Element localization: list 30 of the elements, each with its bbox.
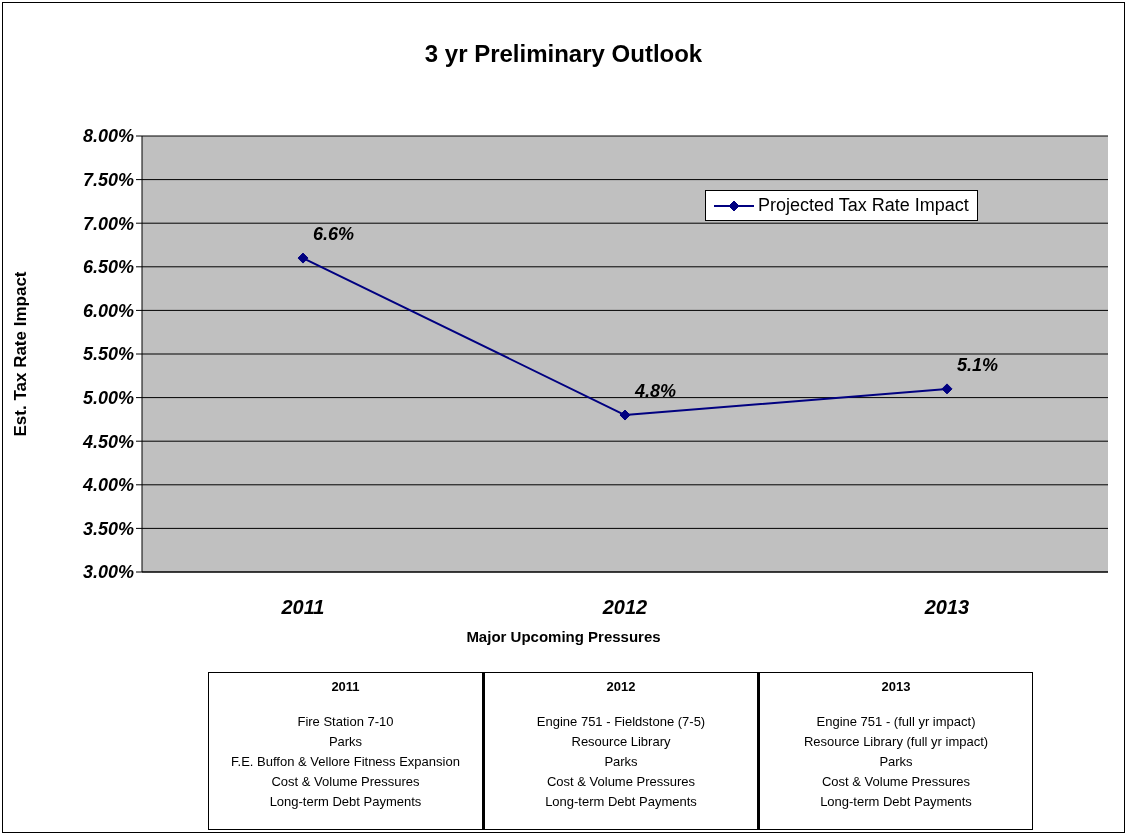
y-tick-label: 5.00% (82, 387, 134, 408)
data-label: 5.1% (957, 354, 999, 375)
category-label: 2012 (606, 679, 636, 694)
y-tick-label: 7.50% (82, 169, 134, 190)
legend-label: Projected Tax Rate Impact (758, 195, 969, 216)
y-tick-label: 3.00% (82, 562, 134, 583)
data-label: 4.8% (634, 381, 677, 402)
y-tick-label: 3.50% (82, 518, 134, 539)
x-tick-label: 2011 (280, 596, 325, 619)
y-axis-title: Est. Tax Rate Impact (11, 271, 31, 437)
text: Engine 751 - (full yr impact) Resource Library (full yr impact) Parks Cost & Volume Pressures Long-term Debt Payments (802, 713, 990, 811)
y-tick-label: 5.50% (82, 344, 134, 365)
text: Fire Station 7-10 Parks F.E. Buffon & Vellore Fitness Expansion Cost & Volume Pressures Long-term Debt Payments (230, 713, 461, 811)
y-tick-label: 6.00% (82, 300, 134, 321)
data-label: 6.6% (313, 224, 355, 245)
point (941, 383, 953, 395)
x-tick-label: 2013 (923, 596, 970, 619)
category-label: 2013 (881, 679, 911, 694)
chart-title: 3 yr Preliminary Outlook (423, 40, 704, 68)
y-tick-label: 4.50% (81, 431, 134, 452)
y-tick-label: 4.00% (81, 475, 134, 496)
category-label: 2011 (331, 679, 360, 694)
x-tick-label: 2012 (601, 596, 648, 619)
y-tick-label: 6.50% (82, 257, 134, 278)
point (297, 252, 309, 264)
point (619, 409, 631, 421)
text: Engine 751 - Fieldstone (7-5) Resource Library Parks Cost & Volume Pressures Long-term Debt Payments (535, 713, 707, 811)
x-axis-title: Major Upcoming Pressures (465, 628, 662, 645)
y-tick-label: 7.00% (82, 213, 134, 234)
y-tick-label: 8.00% (82, 126, 134, 147)
